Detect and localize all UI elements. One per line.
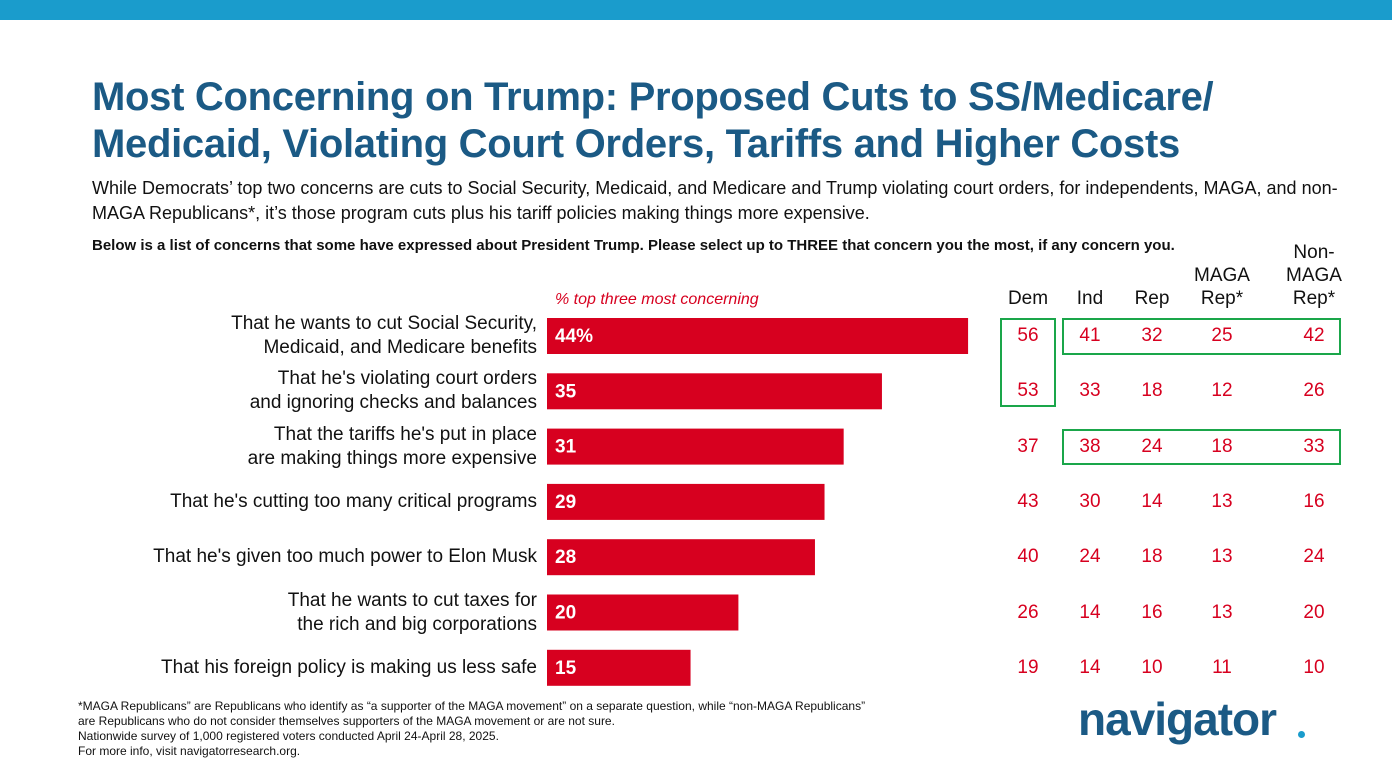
table-cell: 14 — [1079, 601, 1101, 623]
table-cell: 41 — [1079, 325, 1101, 346]
value-label: 35 — [555, 381, 577, 402]
value-label: 31 — [555, 437, 577, 458]
bar — [547, 373, 882, 410]
table-cell: 10 — [1303, 656, 1325, 678]
table-cell: 18 — [1141, 546, 1163, 568]
value-label: 44% — [555, 326, 593, 347]
question: Below is a list of concerns that some ha… — [92, 237, 1175, 254]
table-cell: 30 — [1079, 490, 1101, 512]
value-label: 20 — [555, 603, 576, 624]
category-label: That the tariffs he's put in place are m… — [247, 423, 537, 469]
table-cell: 16 — [1303, 490, 1325, 512]
table-cell: 24 — [1141, 435, 1163, 457]
table-cell: 11 — [1212, 656, 1232, 678]
table-cell: 56 — [1017, 325, 1039, 346]
table-cell: 38 — [1079, 435, 1101, 457]
subtitle: While Democrats’ top two concerns are cu… — [92, 178, 1338, 223]
bar — [547, 649, 691, 686]
table-cell: 26 — [1303, 380, 1325, 402]
table-cell: 13 — [1211, 601, 1233, 623]
value-label: 29 — [555, 492, 576, 513]
value-label: 15 — [555, 658, 577, 679]
column-header: Dem — [1007, 288, 1049, 309]
logo-dot — [1298, 731, 1305, 738]
highlight-box — [1062, 318, 1341, 355]
table-cell: 16 — [1141, 601, 1163, 623]
table-cell: 40 — [1017, 546, 1039, 568]
table-cell: 37 — [1017, 435, 1039, 457]
column-header: MAGA Rep* — [1194, 265, 1250, 309]
highlight-box — [1000, 318, 1056, 407]
table-cell: 42 — [1303, 325, 1325, 346]
column-header: Non-MAGA Rep* — [1286, 242, 1342, 309]
chart-label: % top three most concerning — [555, 291, 759, 308]
table-cell: 33 — [1079, 380, 1101, 402]
table-cell: 32 — [1141, 325, 1163, 346]
bar — [547, 483, 825, 520]
column-header: Ind — [1076, 288, 1104, 309]
table-cell: 13 — [1211, 490, 1233, 512]
table-cell: 14 — [1079, 656, 1101, 678]
category-label: That he wants to cut Social Security, Me… — [231, 313, 537, 358]
table-cell: 12 — [1211, 380, 1233, 402]
table-cell: 18 — [1141, 380, 1163, 402]
table-cell: 24 — [1079, 546, 1101, 568]
category-label: That he's given too much power to Elon M… — [153, 546, 537, 568]
table-cell: 43 — [1017, 490, 1039, 512]
footnote: Nationwide survey of 1,000 registered vo… — [78, 729, 499, 743]
table-cell: 14 — [1141, 490, 1163, 512]
table-cell: 25 — [1211, 325, 1233, 346]
column-header: Rep — [1134, 288, 1170, 309]
table-cell: 13 — [1211, 546, 1233, 568]
logo: navigator — [1078, 693, 1277, 745]
table-cell: 53 — [1017, 380, 1039, 402]
table-cell: 18 — [1211, 435, 1233, 457]
value-label: 28 — [555, 547, 576, 568]
category-label: That he wants to cut taxes for the rich … — [287, 589, 537, 635]
bar — [547, 594, 739, 631]
footnote: For more info, visit navigatorresearch.o… — [78, 744, 301, 758]
category-label: That his foreign policy is making us les… — [161, 656, 537, 678]
table-cell: 10 — [1141, 656, 1163, 678]
category-label: That he's cutting too many critical prog… — [170, 490, 537, 512]
top-bar — [0, 0, 1392, 20]
table-cell: 20 — [1303, 601, 1325, 623]
bar — [547, 539, 815, 576]
table-cell: 26 — [1017, 601, 1039, 623]
footnote: *MAGA Republicans” are Republicans who i… — [78, 699, 866, 728]
bar — [547, 318, 969, 354]
table-cell: 33 — [1303, 435, 1325, 457]
bar — [547, 428, 844, 465]
category-label: That he's violating court orders and ign… — [249, 368, 537, 414]
title: Most Concerning on Trump: Proposed Cuts … — [92, 75, 1214, 166]
table-cell: 19 — [1017, 656, 1039, 678]
highlight-box — [1062, 429, 1341, 465]
table-cell: 24 — [1303, 546, 1325, 568]
